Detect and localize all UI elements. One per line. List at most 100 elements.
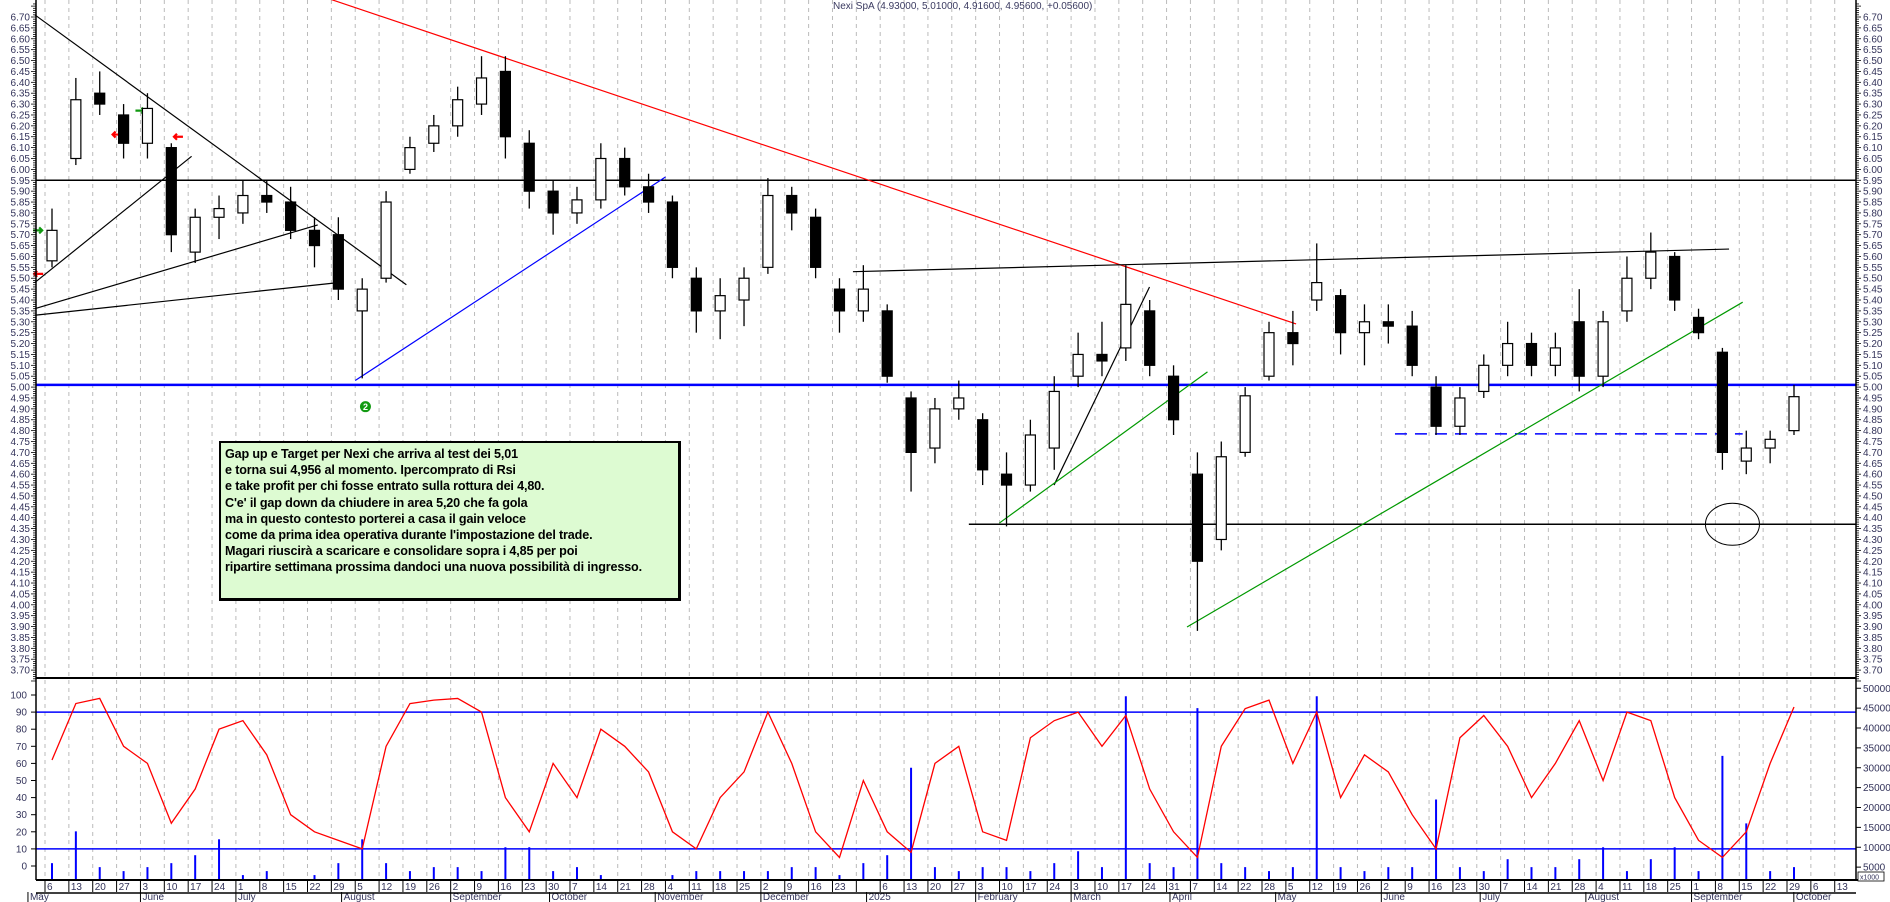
price-tick-label-right: 6.15 [1863,132,1883,143]
price-tick-label-left: 4.90 [11,404,31,415]
candle-body [857,288,869,312]
candle-body [929,408,941,449]
candle-body [1669,255,1681,301]
annotation-line: ma in questo contesto porterei a casa il… [225,511,526,526]
x-tick-label: 4 [667,882,673,893]
month-label: March [1073,892,1101,902]
price-tick-label-right: 5.25 [1863,328,1883,339]
volume-tick-label: 40000 [1863,724,1890,735]
candle-body [1621,277,1633,312]
price-tick-label-left: 5.90 [11,187,31,198]
price-tick-label-right: 5.20 [1863,339,1883,350]
price-tick-label-right: 6.45 [1863,67,1883,78]
x-tick-label: 3 [978,882,984,893]
price-tick-label-left: 4.70 [11,448,31,459]
chart-title: Nexi SpA (4.93000, 5.01000, 4.91600, 4.9… [833,1,1093,12]
price-tick-label-right: 5.80 [1863,208,1883,219]
price-tick-label-left: 5.80 [11,208,31,219]
month-label: August [1588,892,1619,902]
gridlines [44,0,1836,880]
price-tick-label-left: 4.65 [11,459,31,470]
x-tick-label: 29 [1789,882,1801,893]
trendline [1186,301,1743,628]
price-tick-label-right: 4.50 [1863,491,1883,502]
price-tick-label-left: 6.50 [11,56,31,67]
marker-label: 2 [363,402,368,412]
candle-body [285,201,297,231]
price-tick-label-right: 5.10 [1863,361,1883,372]
volume-tick-label: 10000 [1863,843,1890,854]
price-tick-label-right: 3.95 [1863,611,1883,622]
month-label: May [1278,892,1297,902]
candle-body [523,142,535,192]
x-tick-label: 14 [1527,882,1539,893]
x-tick-label: 18 [715,882,727,893]
price-tick-label-left: 6.25 [11,110,31,121]
candle-body [1120,303,1132,349]
x-tick-label: 28 [644,882,656,893]
candle-body [1430,386,1442,427]
price-tick-label-right: 4.20 [1863,557,1883,568]
x-tick-label: 16 [1431,882,1443,893]
x-tick-label: 25 [1670,882,1682,893]
price-tick-label-left: 4.75 [11,437,31,448]
price-tick-label-left: 4.00 [11,600,31,611]
price-tick-label-right: 4.70 [1863,448,1883,459]
price-tick-label-left: 5.40 [11,296,31,307]
price-tick-label-right: 4.05 [1863,589,1883,600]
price-tick-label-left: 6.45 [11,67,31,78]
trendline [1053,286,1151,486]
candles [46,56,1800,631]
annotation-line: Gap up e Target per Nexi che arriva al t… [225,447,518,461]
month-label: December [763,892,810,902]
price-tick-label-right: 4.00 [1863,600,1883,611]
price-tick-label-right: 5.95 [1863,176,1883,187]
annotation-line: Magari riuscirà a scaricare e consolidar… [225,544,578,559]
price-tick-label-left: 5.15 [11,350,31,361]
price-tick-label-right: 5.85 [1863,198,1883,209]
price-tick-label-left: 5.25 [11,328,31,339]
x-tick-label: 13 [1837,882,1849,893]
candle-body [1287,332,1299,345]
rsi-tick-label: 40 [16,793,28,804]
price-tick-label-left: 5.05 [11,372,31,383]
price-tick-label-left: 4.30 [11,535,31,546]
price-tick-label-right: 4.30 [1863,535,1883,546]
price-tick-label-right: 6.20 [1863,121,1883,132]
price-tick-label-right: 4.95 [1863,393,1883,404]
price-tick-label-right: 5.15 [1863,350,1883,361]
price-tick-label-left: 6.15 [11,132,31,143]
candle-body [428,125,440,144]
candle-body [1645,251,1657,279]
x-tick-label: 8 [1717,882,1723,893]
price-tick-label-left: 5.75 [11,219,31,230]
candle-body [1549,347,1561,366]
price-tick-label-left: 6.10 [11,143,31,154]
rsi-line [51,697,1795,859]
x-tick-label: 24 [214,882,226,893]
annotation-line: C'e' il gap down da chiudere in area 5,2… [225,495,528,510]
x-tick-label: 24 [1145,882,1157,893]
trendline [331,0,1297,325]
x-tick-label: 6 [47,882,53,893]
price-tick-label-right: 6.05 [1863,154,1883,165]
price-tick-label-left: 6.05 [11,154,31,165]
trendline [34,14,407,286]
price-tick-label-right: 6.50 [1863,56,1883,67]
candle-body [881,310,893,377]
annotation-box: Gap up e Target per Nexi che arriva al t… [219,441,681,601]
price-tick-label-right: 6.00 [1863,165,1883,176]
x-tick-label: 5 [357,882,363,893]
candle-body [595,157,607,201]
rsi-tick-label: 10 [16,844,28,855]
rsi-tick-label: 100 [10,691,27,702]
price-tick-label-left: 4.85 [11,415,31,426]
candle-body [308,229,321,247]
x-tick-label: 9 [1407,882,1413,893]
x-tick-label: 21 [620,882,632,893]
x-tick-label: 3 [142,882,148,893]
x-tick-label: 6 [1813,882,1819,893]
price-tick-label-left: 3.90 [11,622,31,633]
x-tick-label: 7 [1503,882,1509,893]
candle-body [738,277,750,301]
